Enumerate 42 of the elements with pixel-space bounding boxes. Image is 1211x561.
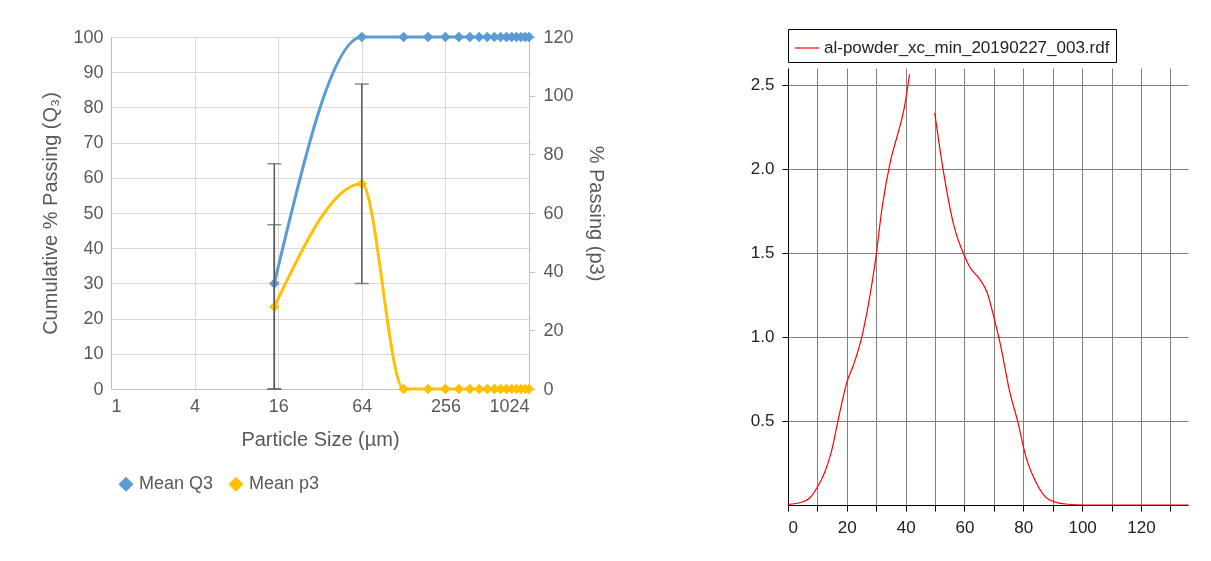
x-tick-label: 64 <box>352 395 373 416</box>
y-tick-label: 1.5 <box>750 243 775 263</box>
y2-tick-label: 40 <box>543 261 564 282</box>
y-tick-label: 100 <box>73 26 104 47</box>
y2-axis-title: % Passing (p3) <box>585 145 608 282</box>
y2-tick-label: 60 <box>543 202 564 223</box>
y-tick-label: 20 <box>83 308 104 329</box>
y-tick-label: 2.0 <box>750 159 775 179</box>
x-tick-label: 0 <box>788 517 798 537</box>
y-tick-label: 1.0 <box>750 327 775 347</box>
y-tick-label: 50 <box>83 202 104 223</box>
y-tick-label: 30 <box>83 272 104 293</box>
x-tick-label: 40 <box>896 517 916 537</box>
y-tick-label: 2.5 <box>750 75 775 95</box>
x-tick-label: 1024 <box>489 395 530 416</box>
y-tick-label: 0.5 <box>750 411 775 431</box>
x-tick-label: 120 <box>1127 517 1156 537</box>
x-tick-label: 60 <box>955 517 975 537</box>
x-tick-label: 20 <box>837 517 857 537</box>
x-tick-label: 4 <box>190 395 201 416</box>
y-tick-label: 80 <box>83 96 104 117</box>
x-axis-title: Particle Size (µm) <box>241 427 400 450</box>
y-tick-label: 90 <box>83 61 104 82</box>
y2-tick-label: 20 <box>543 319 564 340</box>
x-tick-label: 80 <box>1014 517 1034 537</box>
y-tick-label: 10 <box>83 343 104 364</box>
legend-label: Mean p3 <box>249 473 320 494</box>
x-tick-label: 16 <box>268 395 289 416</box>
x-tick-label: 256 <box>430 395 461 416</box>
y2-tick-label: 80 <box>543 143 564 164</box>
y-tick-label: 0 <box>93 378 104 399</box>
y2-tick-label: 120 <box>543 26 574 47</box>
y-tick-label: 40 <box>83 237 104 258</box>
y-tick-label: 70 <box>83 132 104 153</box>
y-tick-label: 60 <box>83 167 104 188</box>
legend-label: Mean Q3 <box>139 473 214 494</box>
x-tick-label: 100 <box>1068 517 1097 537</box>
x-tick-label: 1 <box>111 395 122 416</box>
y2-tick-label: 100 <box>543 85 574 106</box>
y-axis-title: Cumulative % Passing (Q₃) <box>39 92 62 335</box>
legend-label: al-powder_xc_min_20190227_003.rdf <box>824 38 1110 57</box>
y2-tick-label: 0 <box>543 378 554 399</box>
